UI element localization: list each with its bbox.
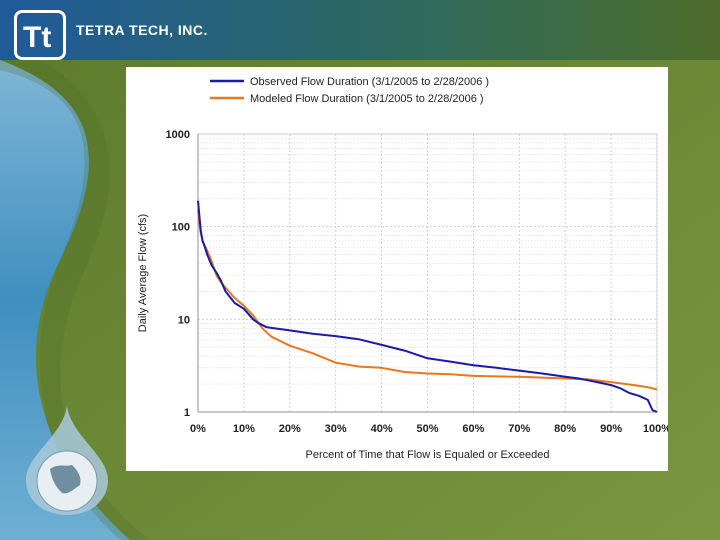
x-tick-label: 40%	[371, 423, 393, 435]
chart-panel: 1 10 100 1000 0% 10% 20% 30% 40% 50% 60% 70% 80% 90% 1…	[126, 67, 668, 471]
y-tick-label: 100	[172, 222, 190, 234]
x-tick-label: 60%	[462, 423, 484, 435]
legend-label-modeled: Modeled Flow Duration (3/1/2005 to 2/28/…	[250, 93, 484, 105]
x-tick-label: 80%	[554, 423, 576, 435]
observed-series-line	[197, 200, 658, 413]
y-tick-label: 1000	[166, 129, 190, 141]
x-tick-label: 90%	[600, 423, 622, 435]
x-tick-label: 20%	[279, 423, 301, 435]
y-axis-title: Daily Average Flow (cfs)	[137, 214, 149, 332]
flow-duration-chart: 1 10 100 1000 0% 10% 20% 30% 40% 50% 60% 70% 80% 90% 1…	[137, 76, 668, 461]
company-name: TETRA TECH, INC.	[76, 22, 208, 38]
plot-frame	[197, 133, 658, 413]
legend-label-observed: Observed Flow Duration (3/1/2005 to 2/28…	[250, 76, 489, 88]
x-tick-label: 10%	[233, 423, 255, 435]
y-tick-label: 10	[178, 314, 190, 326]
x-tick-label: 50%	[416, 423, 438, 435]
svg-text:Tt: Tt	[23, 21, 51, 54]
x-tick-label: 0%	[190, 423, 206, 435]
x-tick-label: 100%	[643, 423, 668, 435]
y-tick-label: 1	[184, 407, 190, 419]
x-tick-label: 30%	[325, 423, 347, 435]
company-logo: Tt	[14, 10, 66, 60]
water-drop-globe-icon	[26, 405, 108, 515]
x-axis-title: Percent of Time that Flow is Equaled or …	[306, 449, 550, 461]
water-stripe	[0, 60, 130, 540]
x-tick-label: 70%	[508, 423, 530, 435]
modeled-series-line	[197, 210, 658, 391]
